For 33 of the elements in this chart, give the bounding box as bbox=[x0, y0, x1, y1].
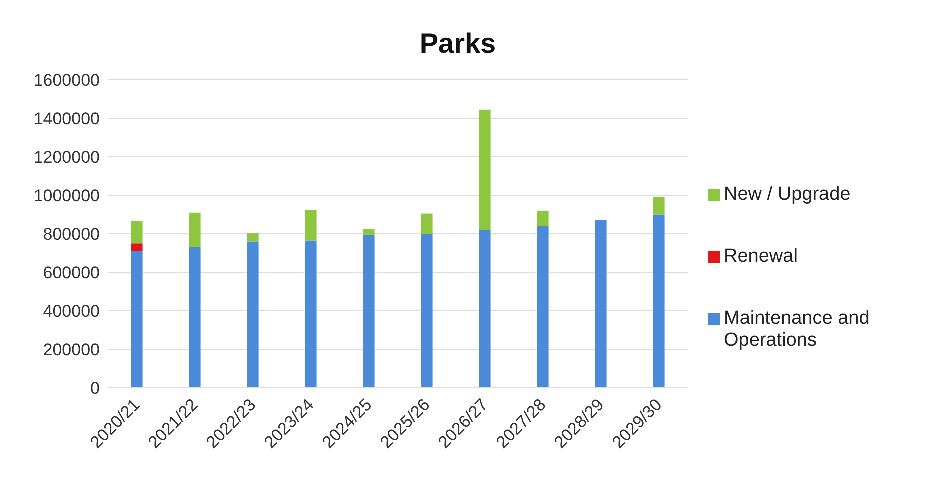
bar bbox=[363, 234, 375, 388]
legend-label: Renewal bbox=[724, 246, 798, 268]
y-tick-label: 1000000 bbox=[34, 186, 100, 206]
chart-title: Parks bbox=[418, 28, 498, 61]
bar bbox=[305, 240, 317, 388]
bar bbox=[189, 247, 201, 388]
bar bbox=[131, 251, 143, 388]
bar bbox=[595, 220, 607, 388]
y-tick-label: 1600000 bbox=[34, 71, 100, 90]
y-tick-label: 1200000 bbox=[34, 148, 100, 168]
bar bbox=[537, 226, 549, 388]
bar bbox=[479, 230, 491, 388]
bar bbox=[131, 244, 143, 252]
y-tick-label: 800000 bbox=[43, 225, 100, 244]
bar bbox=[653, 214, 665, 388]
y-tick-label: 400000 bbox=[43, 302, 100, 322]
y-tick-label: 600000 bbox=[43, 264, 100, 283]
bar bbox=[131, 221, 143, 244]
bar bbox=[247, 233, 259, 242]
bar bbox=[421, 234, 433, 388]
bar bbox=[189, 212, 201, 248]
y-tick-label: 200000 bbox=[43, 340, 100, 360]
bar bbox=[653, 197, 665, 215]
legend-label: Maintenance and Operations bbox=[724, 308, 871, 352]
bar bbox=[247, 242, 259, 388]
y-tick-label: 0 bbox=[90, 379, 100, 398]
bar bbox=[479, 110, 491, 230]
bar bbox=[305, 210, 317, 241]
bar bbox=[363, 229, 375, 235]
bar bbox=[537, 210, 549, 226]
legend-label: New / Upgrade bbox=[724, 184, 851, 206]
y-tick-label: 1400000 bbox=[34, 110, 100, 129]
bar bbox=[421, 214, 433, 234]
